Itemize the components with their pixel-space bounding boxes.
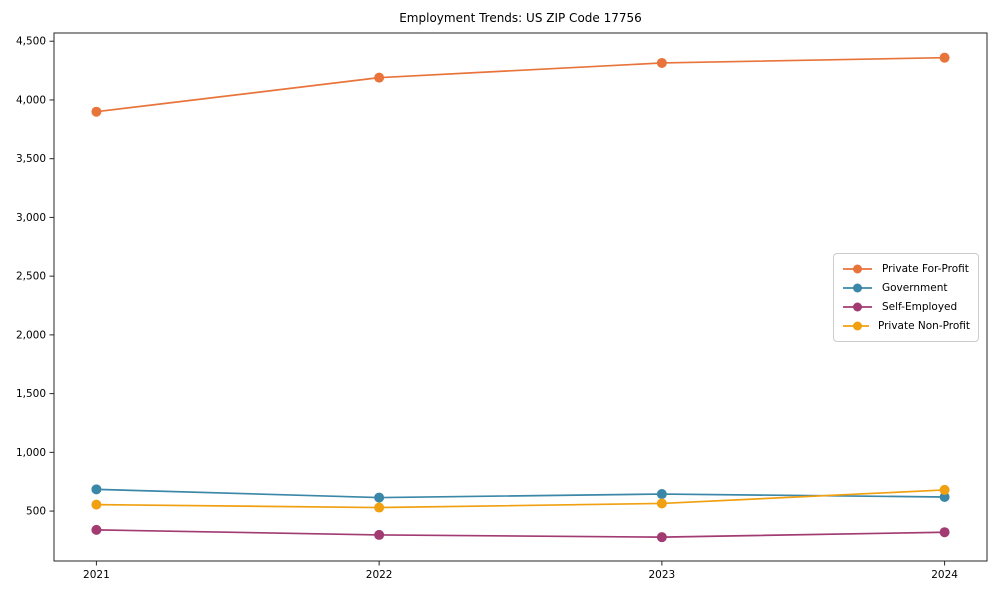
data-point-marker [939,527,950,538]
data-point-marker [939,484,950,495]
y-tick-label: 2,000 [16,329,46,341]
y-tick-label: 3,000 [16,212,46,224]
legend: Private For-Profit Government Self-Employe… [833,253,979,342]
x-tick-label: 2021 [83,569,110,581]
data-point-marker [91,106,102,117]
data-point-marker [374,72,385,83]
data-point-marker [91,499,102,510]
legend-item: Private For-Profit [842,259,970,278]
legend-label: Private Non-Profit [877,320,970,333]
y-tick-label: 500 [26,506,46,518]
data-point-marker [656,57,667,68]
y-tick-label: 4,500 [16,36,46,48]
chart-title: Employment Trends: US ZIP Code 17756 [399,11,642,25]
data-point-marker [939,491,950,502]
legend-line-marker-icon [843,321,869,331]
plot-frame [53,32,988,562]
series-line [95,489,946,509]
legend-item: Private Non-Profit [842,317,970,336]
data-point-marker [656,532,667,543]
x-tick-label: 2022 [366,569,393,581]
y-tick-label: 2,500 [16,271,46,283]
legend-line-marker-icon [843,302,872,312]
data-point-marker [374,492,385,503]
x-tick-label: 2023 [648,569,675,581]
legend-label: Government [882,281,948,294]
legend-line-marker-icon [843,264,872,274]
y-tick-label: 1,500 [16,388,46,400]
series-line [95,56,946,113]
data-point-marker [656,489,667,500]
y-tick-label: 1,000 [16,447,46,459]
x-tick-label: 2024 [931,569,958,581]
data-point-marker [374,529,385,540]
data-point-marker [656,498,667,509]
series-line [95,529,946,539]
legend-item: Self-Employed [842,298,970,317]
legend-label: Private For-Profit [882,262,969,275]
legend-line-marker-icon [843,283,872,293]
data-point-marker [91,484,102,495]
y-tick-label: 4,000 [16,94,46,106]
data-point-marker [91,524,102,535]
data-point-marker [939,52,950,63]
y-tick-label: 3,500 [16,153,46,165]
legend-label: Self-Employed [882,301,958,314]
data-point-marker [374,502,385,513]
series-line [95,488,946,499]
legend-item: Government [842,278,970,297]
